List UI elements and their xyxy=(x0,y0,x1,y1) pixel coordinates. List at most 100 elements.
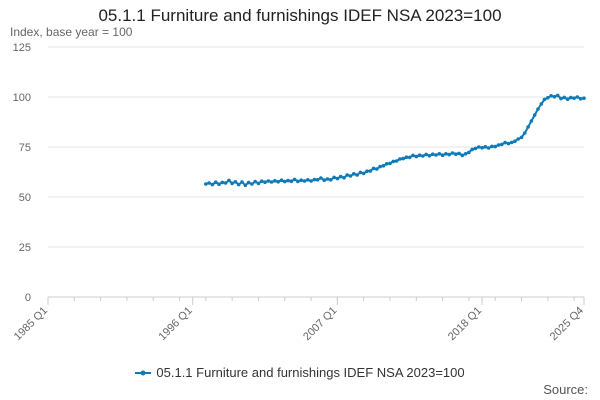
data-point[interactable] xyxy=(555,93,560,98)
data-point[interactable] xyxy=(407,155,412,160)
data-point[interactable] xyxy=(210,182,215,187)
data-point[interactable] xyxy=(371,166,376,171)
data-point[interactable] xyxy=(503,140,507,145)
data-point[interactable] xyxy=(279,178,284,182)
data-point[interactable] xyxy=(223,181,228,185)
data-point[interactable] xyxy=(460,153,465,158)
data-point[interactable] xyxy=(526,125,530,129)
data-point[interactable] xyxy=(319,176,323,180)
data-point[interactable] xyxy=(506,141,511,146)
data-point[interactable] xyxy=(299,178,304,182)
data-point[interactable] xyxy=(243,183,248,187)
data-point[interactable] xyxy=(578,97,583,101)
data-point[interactable] xyxy=(276,180,281,184)
data-point[interactable] xyxy=(467,150,471,155)
data-point[interactable] xyxy=(529,119,534,123)
data-point[interactable] xyxy=(286,178,290,183)
data-point[interactable] xyxy=(335,176,340,181)
data-point[interactable] xyxy=(434,153,438,157)
data-point[interactable] xyxy=(391,159,396,164)
data-point[interactable] xyxy=(381,164,386,168)
data-point[interactable] xyxy=(338,174,343,179)
data-point[interactable] xyxy=(414,154,419,159)
data-point[interactable] xyxy=(454,152,458,156)
data-point[interactable] xyxy=(427,154,432,158)
data-point[interactable] xyxy=(378,164,382,169)
data-point[interactable] xyxy=(486,146,491,150)
data-point[interactable] xyxy=(411,153,415,158)
data-point[interactable] xyxy=(246,180,251,185)
data-point[interactable] xyxy=(447,152,452,157)
data-point[interactable] xyxy=(253,179,257,184)
data-point[interactable] xyxy=(565,97,570,101)
data-point[interactable] xyxy=(516,137,520,141)
data-point[interactable] xyxy=(256,181,261,186)
data-point[interactable] xyxy=(394,159,399,163)
data-point[interactable] xyxy=(417,153,422,157)
data-point[interactable] xyxy=(292,177,297,182)
data-point[interactable] xyxy=(227,178,231,183)
data-point[interactable] xyxy=(342,176,346,180)
data-point[interactable] xyxy=(470,147,475,152)
data-point[interactable] xyxy=(490,144,494,149)
data-point[interactable] xyxy=(572,96,576,100)
data-point[interactable] xyxy=(217,182,221,186)
data-point[interactable] xyxy=(384,162,389,166)
data-point[interactable] xyxy=(230,181,234,186)
data-point[interactable] xyxy=(309,179,313,183)
data-point[interactable] xyxy=(365,169,369,173)
data-point[interactable] xyxy=(368,169,373,173)
data-point[interactable] xyxy=(233,180,238,184)
data-point[interactable] xyxy=(220,180,225,185)
data-point[interactable] xyxy=(263,180,267,184)
data-point[interactable] xyxy=(361,171,366,176)
data-point[interactable] xyxy=(532,113,537,117)
data-point[interactable] xyxy=(388,161,392,166)
data-point[interactable] xyxy=(440,153,445,157)
data-point[interactable] xyxy=(496,143,501,147)
data-point[interactable] xyxy=(332,175,336,180)
data-point[interactable] xyxy=(352,172,356,176)
data-point[interactable] xyxy=(463,152,468,156)
data-point[interactable] xyxy=(283,179,287,184)
data-point[interactable] xyxy=(483,145,488,149)
data-point[interactable] xyxy=(375,167,379,171)
data-point[interactable] xyxy=(582,96,586,100)
data-point[interactable] xyxy=(325,177,330,181)
data-point[interactable] xyxy=(306,178,310,182)
data-point[interactable] xyxy=(424,152,429,157)
data-point[interactable] xyxy=(437,152,442,156)
data-point[interactable] xyxy=(322,178,327,182)
data-point[interactable] xyxy=(457,151,461,156)
data-point[interactable] xyxy=(430,152,435,156)
data-point[interactable] xyxy=(473,146,478,151)
data-point[interactable] xyxy=(296,179,300,184)
data-point[interactable] xyxy=(289,179,294,183)
data-point[interactable] xyxy=(477,145,481,149)
data-point[interactable] xyxy=(358,170,363,175)
data-point[interactable] xyxy=(536,107,540,111)
data-point[interactable] xyxy=(266,179,271,183)
data-point[interactable] xyxy=(569,95,573,100)
data-point[interactable] xyxy=(315,178,320,182)
data-point[interactable] xyxy=(523,131,527,135)
data-point[interactable] xyxy=(398,157,402,161)
data-point[interactable] xyxy=(549,94,553,98)
data-point[interactable] xyxy=(302,179,307,183)
data-point[interactable] xyxy=(421,154,425,158)
data-point[interactable] xyxy=(552,95,557,99)
data-point[interactable] xyxy=(355,173,359,177)
data-point[interactable] xyxy=(273,179,277,183)
data-point[interactable] xyxy=(450,151,455,155)
data-point[interactable] xyxy=(404,155,409,159)
data-point[interactable] xyxy=(444,152,448,156)
data-point[interactable] xyxy=(259,179,264,183)
data-point[interactable] xyxy=(240,180,244,184)
data-point[interactable] xyxy=(500,142,504,147)
data-point[interactable] xyxy=(480,146,484,150)
data-point[interactable] xyxy=(250,182,254,186)
data-point[interactable] xyxy=(542,97,547,102)
data-point[interactable] xyxy=(207,181,211,185)
legend-item[interactable]: 05.1.1 Furniture and furnishings IDEF NS… xyxy=(135,365,465,380)
data-point[interactable] xyxy=(493,144,498,149)
